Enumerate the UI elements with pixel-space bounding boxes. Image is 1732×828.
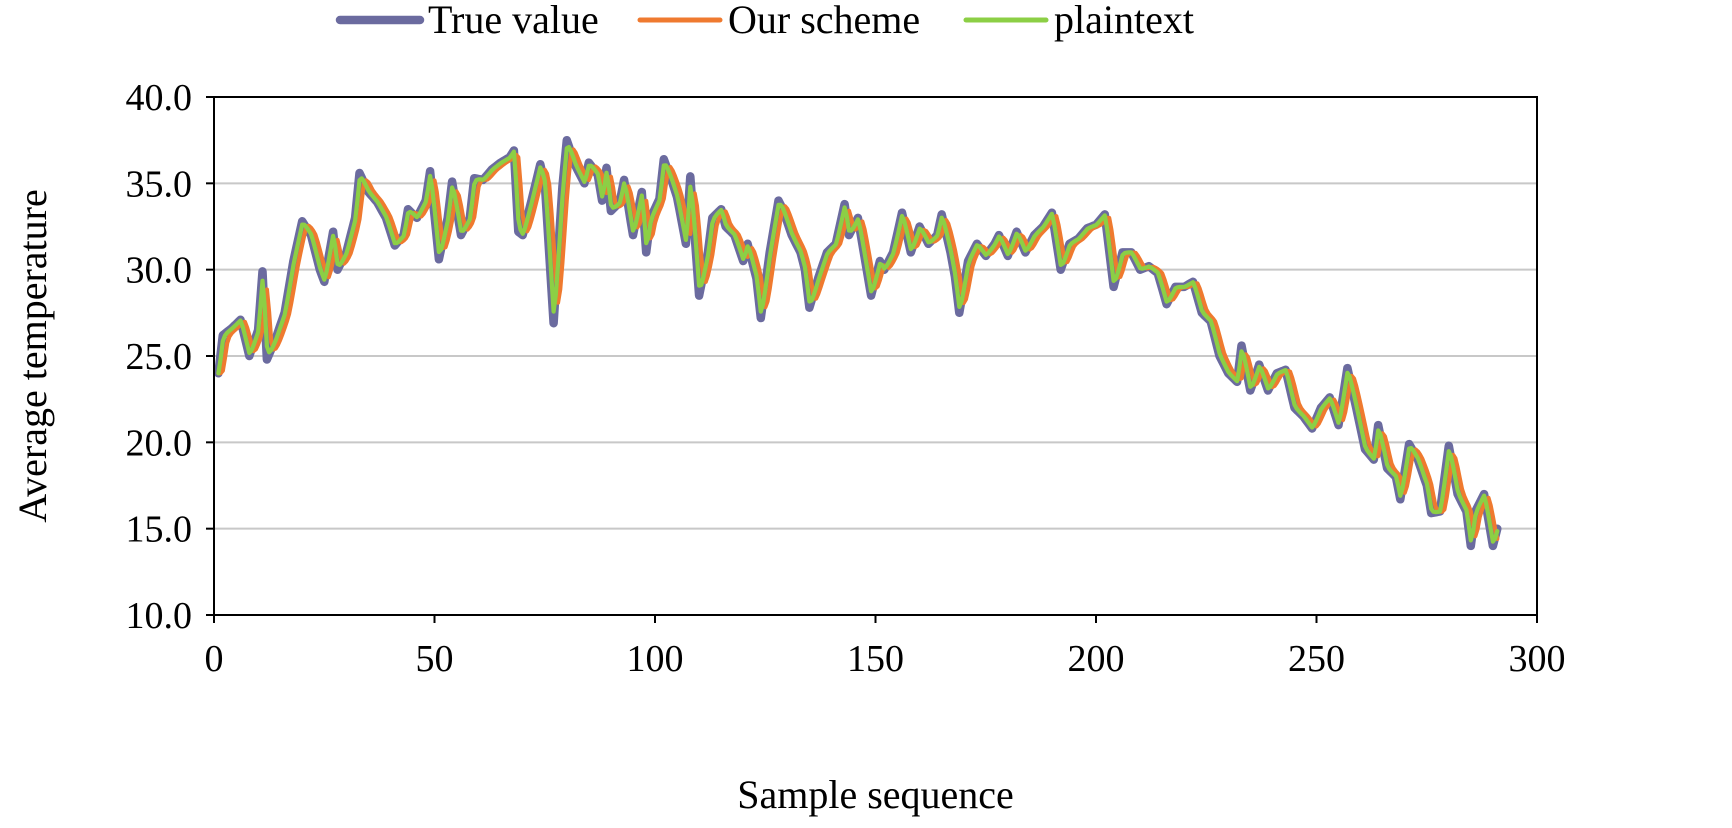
legend-label-0: True value: [428, 0, 599, 42]
x-tick-label-2: 100: [627, 638, 684, 680]
x-tick-label-1: 50: [416, 638, 454, 680]
series-layer: [214, 135, 1502, 551]
x-tick-label-6: 300: [1509, 638, 1566, 680]
y-tick-label-5: 35.0: [126, 163, 193, 205]
legend: True value Our scheme plaintext: [335, 0, 1194, 42]
y-tick-label-4: 30.0: [126, 250, 193, 292]
y-tick-label-2: 20.0: [126, 422, 193, 464]
x-axis-ticks: 0 50 100 150 200 250 300: [205, 615, 1566, 680]
y-tick-label-0: 10.0: [126, 595, 193, 637]
x-axis-title: Sample sequence: [737, 772, 1014, 817]
legend-label-1: Our scheme: [728, 0, 920, 42]
y-tick-label-6: 40.0: [126, 77, 193, 119]
series-line-true-value: [214, 135, 1502, 551]
x-tick-label-3: 150: [847, 638, 904, 680]
y-axis-title: Average temperature: [10, 189, 55, 523]
x-tick-label-5: 250: [1288, 638, 1345, 680]
x-tick-label-0: 0: [205, 638, 224, 680]
y-tick-label-3: 25.0: [126, 336, 193, 378]
x-tick-label-4: 200: [1068, 638, 1125, 680]
y-tick-label-1: 15.0: [126, 509, 193, 551]
legend-label-2: plaintext: [1054, 0, 1194, 42]
series-line-plaintext: [216, 144, 1500, 544]
y-axis-ticks: 10.0 15.0 20.0 25.0 30.0 35.0 40.0: [126, 77, 214, 637]
gridlines: [214, 182, 1537, 530]
